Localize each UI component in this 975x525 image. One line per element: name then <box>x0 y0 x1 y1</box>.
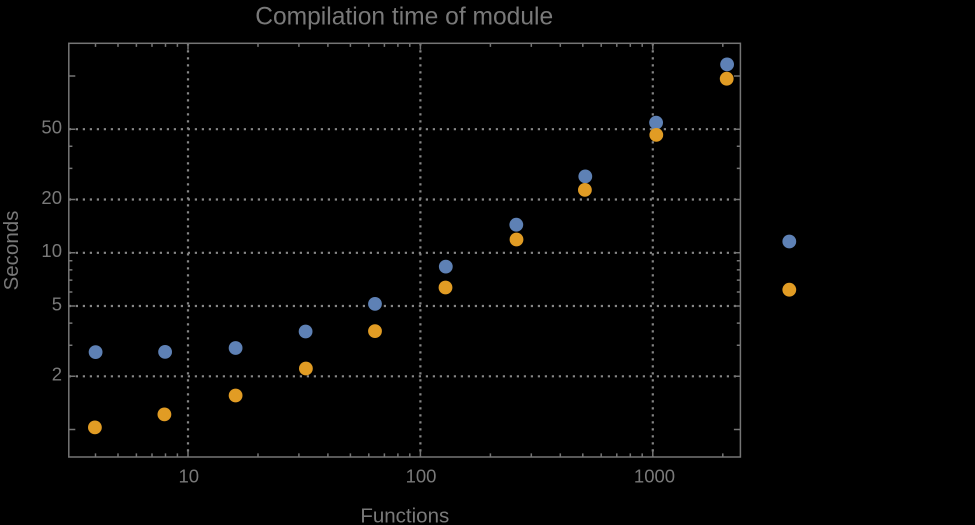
svg-text:20: 20 <box>41 187 62 208</box>
svg-text:1000: 1000 <box>634 466 675 487</box>
svg-text:10: 10 <box>179 466 200 487</box>
svg-text:5: 5 <box>52 293 62 314</box>
svg-text:Compilation time of module: Compilation time of module <box>255 4 553 31</box>
svg-text:10: 10 <box>41 240 62 261</box>
svg-text:50: 50 <box>41 117 62 138</box>
svg-text:100: 100 <box>406 466 437 487</box>
svg-text:Functions: Functions <box>360 504 449 525</box>
svg-text:Seconds: Seconds <box>0 211 23 291</box>
svg-text:2: 2 <box>52 364 62 385</box>
